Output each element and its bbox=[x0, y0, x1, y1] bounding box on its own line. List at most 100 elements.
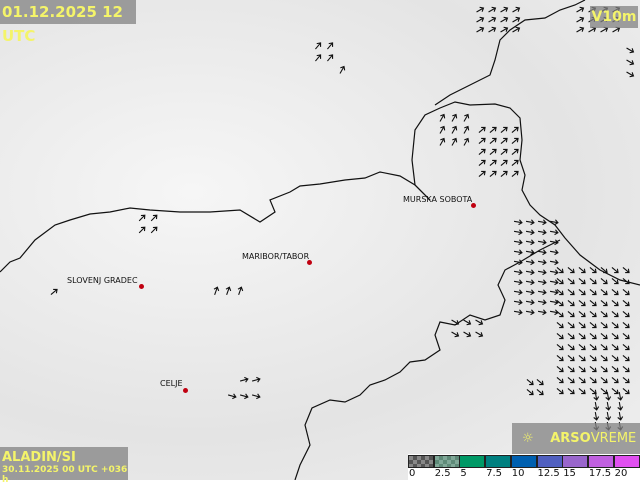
wind-arrow bbox=[478, 126, 486, 133]
wind-arrow bbox=[567, 300, 575, 307]
wind-arrow bbox=[526, 379, 534, 386]
wind-arrow bbox=[463, 137, 470, 146]
wind-arrow bbox=[537, 219, 547, 226]
legend-label: 12.5 bbox=[537, 468, 560, 479]
wind-arrow bbox=[439, 137, 446, 146]
wind-arrow bbox=[567, 289, 575, 296]
legend-label: 0 bbox=[409, 468, 416, 479]
wind-arrow bbox=[536, 379, 544, 386]
wind-arrow bbox=[589, 366, 597, 373]
wind-arrow bbox=[511, 170, 519, 177]
wind-arrow bbox=[526, 389, 534, 396]
wind-arrow bbox=[251, 376, 261, 383]
wind-arrow bbox=[439, 125, 446, 134]
wind-arrow bbox=[315, 42, 322, 50]
wind-arrow bbox=[617, 411, 624, 421]
brand-light: VREME bbox=[590, 431, 637, 446]
wind-arrow bbox=[622, 355, 630, 362]
wind-arrow bbox=[589, 322, 597, 329]
wind-arrow bbox=[513, 299, 523, 306]
wind-arrow bbox=[488, 6, 497, 13]
wind-arrow bbox=[451, 113, 458, 122]
wind-arrow bbox=[567, 355, 575, 362]
wind-arrow bbox=[525, 299, 535, 306]
wind-arrow bbox=[611, 377, 619, 384]
wind-arrow bbox=[600, 344, 608, 351]
wind-arrow bbox=[578, 355, 586, 362]
wind-arrow bbox=[622, 377, 630, 384]
wind-arrow bbox=[611, 289, 619, 296]
wind-arrow bbox=[589, 300, 597, 307]
wind-arrow bbox=[611, 311, 619, 318]
wind-arrow bbox=[537, 269, 547, 276]
wind-arrow bbox=[589, 289, 597, 296]
wind-arrow bbox=[537, 239, 547, 246]
wind-arrow bbox=[251, 393, 261, 400]
wind-arrow bbox=[605, 401, 612, 411]
wind-arrow bbox=[525, 259, 535, 266]
wind-arrow bbox=[567, 344, 575, 351]
wind-arrow bbox=[239, 376, 249, 383]
wind-arrow bbox=[478, 148, 486, 155]
legend-swatch bbox=[613, 455, 640, 468]
wind-arrow bbox=[478, 137, 486, 144]
wind-arrow bbox=[549, 249, 559, 256]
legend-swatch bbox=[587, 455, 614, 468]
wind-arrow bbox=[578, 267, 586, 274]
wind-arrow bbox=[578, 289, 586, 296]
legend-label: 17.5 bbox=[588, 468, 612, 479]
wind-arrow bbox=[537, 289, 547, 296]
wind-arrow bbox=[525, 219, 535, 226]
wind-arrow bbox=[489, 126, 497, 133]
wind-arrow bbox=[549, 279, 559, 286]
wind-arrow bbox=[451, 125, 458, 134]
legend-swatch bbox=[536, 455, 563, 468]
legend-swatch bbox=[485, 455, 512, 468]
wind-arrow bbox=[578, 366, 586, 373]
wind-arrow bbox=[567, 322, 575, 329]
wind-arrow bbox=[622, 333, 630, 340]
wind-arrow bbox=[605, 391, 612, 401]
wind-arrow bbox=[589, 344, 597, 351]
wind-arrow bbox=[617, 391, 624, 401]
wind-arrow bbox=[513, 269, 523, 276]
city-label: MURSKA SOBOTA bbox=[403, 195, 473, 204]
wind-arrow bbox=[600, 355, 608, 362]
wind-arrow bbox=[589, 311, 597, 318]
wind-speed-legend: 0 2.5 5 7.5 10 12.5 15 17.5 20 bbox=[408, 454, 640, 480]
wind-arrow bbox=[525, 249, 535, 256]
wind-arrow bbox=[622, 289, 630, 296]
wind-arrow bbox=[600, 311, 608, 318]
wind-arrow bbox=[225, 286, 232, 295]
wind-arrow bbox=[556, 322, 564, 329]
wind-arrow bbox=[549, 239, 559, 246]
wind-arrow bbox=[525, 239, 535, 246]
wind-arrow bbox=[537, 309, 547, 316]
wind-arrow bbox=[611, 366, 619, 373]
wind-arrow bbox=[451, 331, 460, 338]
wind-arrow bbox=[138, 226, 146, 234]
city-marker bbox=[471, 203, 476, 208]
wind-arrow bbox=[549, 269, 559, 276]
wind-arrow bbox=[593, 401, 600, 411]
wind-arrow bbox=[500, 126, 508, 133]
city-label: SLOVENJ GRADEC bbox=[67, 276, 138, 285]
wind-arrow bbox=[327, 54, 334, 62]
wind-arrow bbox=[622, 267, 630, 274]
wind-arrow bbox=[511, 126, 519, 133]
wind-arrow bbox=[489, 170, 497, 177]
wind-arrow bbox=[589, 278, 597, 285]
wind-arrow bbox=[600, 278, 608, 285]
wind-arrow bbox=[578, 322, 586, 329]
wind-arrow bbox=[611, 355, 619, 362]
wind-arrow bbox=[500, 148, 508, 155]
wind-arrow bbox=[622, 311, 630, 318]
wind-arrow bbox=[556, 311, 564, 318]
wind-arrow bbox=[511, 137, 519, 144]
wind-arrow bbox=[626, 59, 635, 66]
wind-arrow bbox=[578, 300, 586, 307]
wind-arrow bbox=[463, 331, 472, 338]
wind-arrow bbox=[576, 16, 585, 23]
